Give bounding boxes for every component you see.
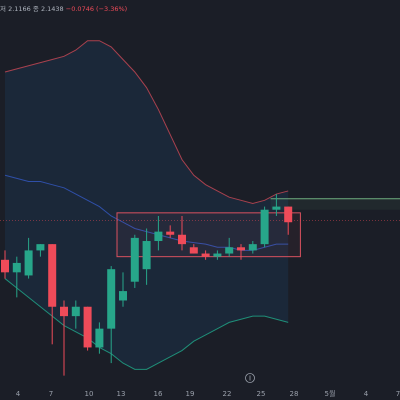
candle-body — [24, 250, 33, 276]
candle — [189, 244, 198, 254]
candle — [166, 225, 175, 238]
candle — [260, 206, 269, 248]
candle — [201, 250, 210, 260]
candle — [130, 234, 139, 288]
x-tick-label: 7 — [49, 390, 53, 398]
candle — [12, 256, 21, 298]
candle — [225, 237, 234, 257]
x-tick-label: 5월 — [325, 389, 336, 398]
candle-body — [272, 206, 281, 210]
x-tick-label: 10 — [85, 390, 94, 398]
x-tick-label: 7 — [396, 390, 400, 398]
candle-body — [48, 244, 57, 307]
close-value: 2.1438 — [40, 5, 64, 13]
markers — [245, 373, 255, 383]
candle-body — [119, 291, 127, 301]
candle — [154, 215, 163, 251]
candle — [284, 206, 293, 235]
candle — [36, 244, 45, 257]
candle-body — [60, 306, 68, 317]
candle — [83, 306, 92, 351]
close-label: 종 — [32, 5, 39, 13]
candle — [248, 241, 257, 254]
bollinger-bands — [4, 40, 289, 370]
candle-body — [248, 244, 257, 251]
level-zone — [270, 198, 400, 210]
candle-body — [95, 328, 104, 348]
candle-body — [201, 253, 210, 257]
x-tick-label: 28 — [290, 390, 299, 398]
candle-body — [178, 234, 186, 245]
candle — [1, 250, 9, 279]
band-fill — [5, 40, 289, 370]
x-tick-label: 4 — [16, 390, 21, 398]
candle — [60, 300, 68, 376]
candle-body — [154, 231, 163, 242]
x-tick-label: 13 — [117, 390, 126, 398]
candle-body — [166, 231, 175, 235]
candle-body — [36, 244, 45, 251]
low-value: 2.1166 — [8, 5, 31, 13]
candle — [48, 244, 57, 345]
candle-body — [1, 259, 9, 273]
candle-body — [130, 237, 139, 282]
candle-body — [260, 209, 269, 245]
candle — [142, 228, 151, 285]
candle-body — [71, 306, 80, 317]
x-tick-label: 4 — [364, 390, 369, 398]
x-tick-label: 22 — [223, 390, 232, 398]
candle — [107, 266, 116, 364]
candle-body — [284, 206, 293, 223]
candle-body — [12, 262, 21, 273]
upper-band-line — [4, 40, 289, 204]
alert-marker-icon — [245, 373, 255, 383]
candles — [1, 194, 293, 376]
candle-body — [189, 247, 198, 254]
candle-body — [107, 269, 116, 329]
x-tick-label: 16 — [154, 390, 163, 398]
x-tick-label: 25 — [257, 390, 266, 398]
candle — [237, 244, 245, 260]
candle-body — [83, 306, 92, 348]
low-label: 저 — [0, 5, 6, 13]
candle — [24, 237, 33, 279]
candle-body — [213, 253, 222, 257]
candle — [95, 322, 104, 354]
candle-body — [225, 247, 234, 254]
candle — [178, 215, 186, 251]
candle-body — [142, 241, 151, 270]
candle — [119, 272, 127, 307]
ohlc-readout: 저 2.1166 종 2.1438 −0.0746 (−3.36%) — [0, 3, 400, 15]
candle — [71, 300, 80, 329]
candle — [272, 194, 281, 216]
candle-body — [237, 247, 245, 251]
change-value: −0.0746 (−3.36%) — [65, 5, 128, 13]
x-tick-label: 19 — [186, 390, 195, 398]
x-axis: 4 7 10 13 16 19 22 25 28 5월 4 7 — [16, 389, 400, 398]
candle — [213, 250, 222, 260]
